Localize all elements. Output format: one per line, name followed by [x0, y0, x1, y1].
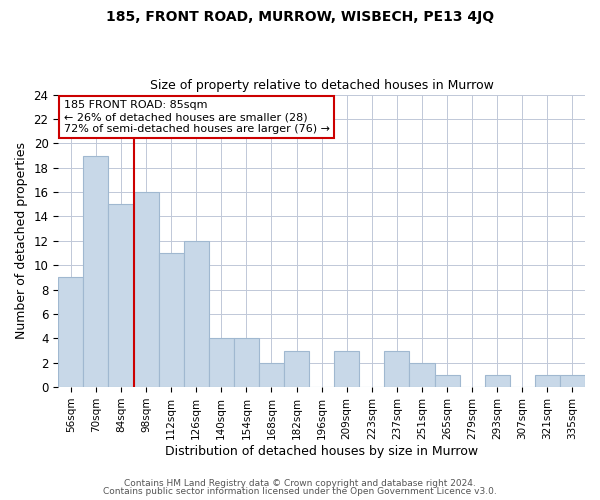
Bar [284, 350, 309, 387]
Bar [259, 362, 284, 387]
Bar [158, 253, 184, 387]
Bar [234, 338, 259, 387]
Text: 185 FRONT ROAD: 85sqm
← 26% of detached houses are smaller (28)
72% of semi-deta: 185 FRONT ROAD: 85sqm ← 26% of detached … [64, 100, 329, 134]
Bar [109, 204, 134, 387]
Bar [334, 350, 359, 387]
Bar [209, 338, 234, 387]
Text: 185, FRONT ROAD, MURROW, WISBECH, PE13 4JQ: 185, FRONT ROAD, MURROW, WISBECH, PE13 4… [106, 10, 494, 24]
Bar [385, 350, 409, 387]
Y-axis label: Number of detached properties: Number of detached properties [15, 142, 28, 340]
Bar [434, 375, 460, 387]
Bar [83, 156, 109, 387]
Title: Size of property relative to detached houses in Murrow: Size of property relative to detached ho… [150, 79, 494, 92]
Text: Contains public sector information licensed under the Open Government Licence v3: Contains public sector information licen… [103, 487, 497, 496]
Bar [184, 241, 209, 387]
Bar [134, 192, 158, 387]
X-axis label: Distribution of detached houses by size in Murrow: Distribution of detached houses by size … [165, 444, 478, 458]
Bar [58, 278, 83, 387]
Text: Contains HM Land Registry data © Crown copyright and database right 2024.: Contains HM Land Registry data © Crown c… [124, 478, 476, 488]
Bar [560, 375, 585, 387]
Bar [535, 375, 560, 387]
Bar [485, 375, 510, 387]
Bar [409, 362, 434, 387]
